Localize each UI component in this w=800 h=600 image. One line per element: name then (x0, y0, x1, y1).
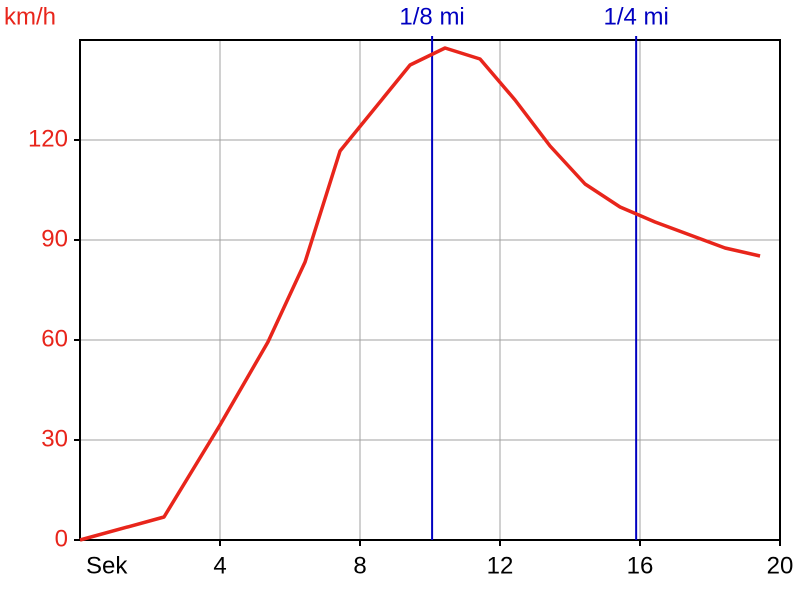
x-tick-label: 4 (213, 552, 226, 579)
y-tick-label: 60 (41, 325, 68, 352)
y-tick-label: 120 (28, 125, 68, 152)
x-tick-label: 20 (767, 552, 794, 579)
speed-line (79, 46, 761, 542)
y-tick-label: 0 (55, 525, 68, 552)
y-axis-label: km/h (4, 3, 56, 30)
x-tick-label: 12 (487, 552, 514, 579)
x-tick-label: 8 (353, 552, 366, 579)
distance-marker-label: 1/8 mi (399, 3, 464, 30)
y-tick-label: 90 (41, 225, 68, 252)
x-axis-label: Sek (86, 552, 128, 579)
plot-frame (79, 39, 781, 541)
y-tick-label: 30 (41, 425, 68, 452)
distance-marker-label: 1/4 mi (603, 3, 668, 30)
x-tick-label: 16 (627, 552, 654, 579)
